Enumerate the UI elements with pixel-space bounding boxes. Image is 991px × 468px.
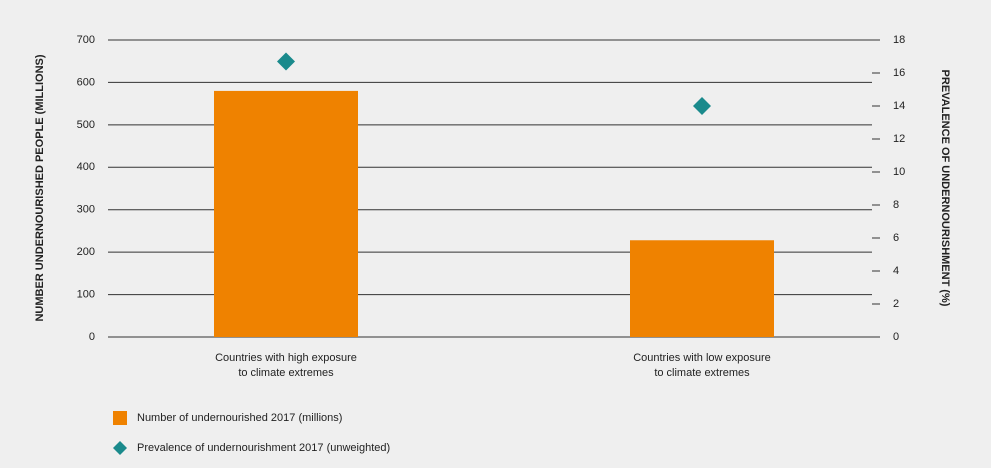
- legend-swatch: [113, 411, 127, 425]
- bar: [214, 90, 358, 338]
- x-tick-label: to climate extremes: [654, 367, 750, 379]
- bar: [630, 240, 774, 337]
- y2-tick-label: 4: [893, 265, 899, 277]
- y-axis-title: NUMBER UNDERNOURISHED PEOPLE (MILLIONS): [34, 54, 46, 321]
- y-tick-label: 100: [77, 288, 95, 300]
- y2-axis-title: PREVALENCE OF UNDERNOURISHMENT (%): [939, 70, 951, 307]
- y-tick-label: 500: [77, 119, 95, 131]
- x-tick-label: Countries with low exposure: [633, 352, 771, 364]
- y2-tick-label: 6: [893, 232, 899, 244]
- y2-tick-label: 16: [893, 67, 905, 79]
- y2-tick-label: 12: [893, 133, 905, 145]
- y-tick-label: 700: [77, 34, 95, 46]
- legend-label: Prevalence of undernourishment 2017 (unw…: [137, 442, 390, 454]
- y2-tick-label: 2: [893, 298, 899, 310]
- legend-swatch: [113, 441, 127, 455]
- y2-tick-label: 10: [893, 166, 905, 178]
- diamond-marker: [693, 97, 711, 115]
- y-tick-label: 300: [77, 204, 95, 216]
- legend-label: Number of undernourished 2017 (millions): [137, 412, 342, 424]
- x-tick-label: Countries with high exposure: [215, 352, 357, 364]
- y-tick-label: 0: [89, 331, 95, 343]
- y2-tick-label: 0: [893, 331, 899, 343]
- y2-tick-label: 18: [893, 34, 905, 46]
- x-tick-label: to climate extremes: [238, 367, 334, 379]
- y-tick-label: 200: [77, 246, 95, 258]
- y2-tick-label: 14: [893, 100, 905, 112]
- y2-tick-label: 8: [893, 199, 899, 211]
- y-tick-label: 400: [77, 161, 95, 173]
- y-tick-label: 600: [77, 76, 95, 88]
- diamond-marker: [277, 52, 295, 71]
